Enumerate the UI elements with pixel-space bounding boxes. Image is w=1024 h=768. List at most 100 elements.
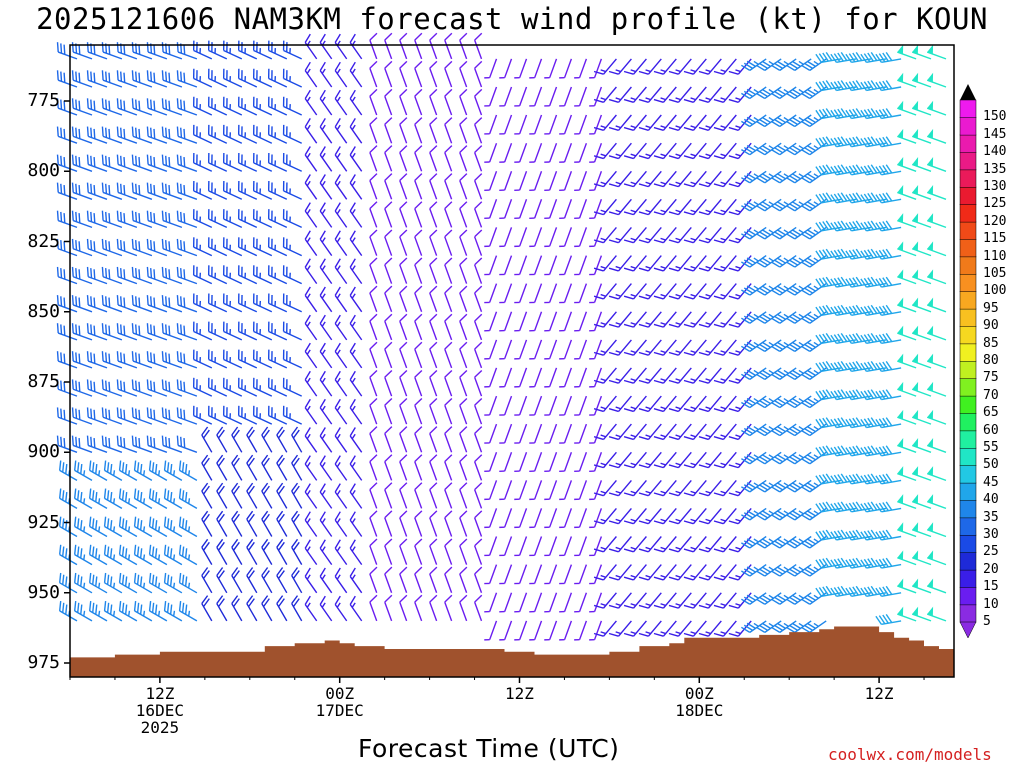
wind-barb <box>638 367 662 384</box>
wind-barb <box>252 265 273 285</box>
wind-barb <box>683 226 707 244</box>
wind-barb <box>384 60 393 88</box>
wind-barb <box>131 379 153 397</box>
wind-barb <box>237 96 258 116</box>
wind-barb <box>414 145 423 172</box>
wind-barb <box>860 80 887 92</box>
wind-barb <box>474 285 483 313</box>
colorbar-label: 90 <box>983 318 999 334</box>
wind-barb <box>623 479 647 497</box>
wind-barb <box>399 201 408 228</box>
wind-barb <box>133 460 153 482</box>
wind-barb <box>56 238 78 257</box>
wind-barb <box>252 293 273 313</box>
wind-barb <box>429 285 438 313</box>
wind-barb <box>474 397 483 425</box>
x-tick-label: 12Z <box>839 685 919 702</box>
wind-barb <box>514 171 528 191</box>
wind-barb <box>741 142 767 156</box>
wind-barb <box>514 536 528 557</box>
wind-barb <box>638 114 662 131</box>
wind-barb <box>653 283 677 300</box>
wind-barb <box>304 539 318 566</box>
wind-barb <box>638 86 662 103</box>
wind-barb <box>860 304 887 316</box>
wind-barb <box>252 209 273 229</box>
wind-barb <box>444 510 453 537</box>
wind-barb <box>574 395 588 416</box>
wind-barb <box>698 142 722 160</box>
wind-barb <box>559 367 573 388</box>
wind-barb <box>499 564 513 585</box>
wind-barb <box>529 311 543 332</box>
wind-barb <box>911 578 932 594</box>
wind-barb <box>756 535 782 549</box>
wind-barb <box>559 395 573 416</box>
wind-barb <box>369 173 378 200</box>
wind-barb <box>559 114 573 135</box>
wind-barb <box>291 426 303 453</box>
wind-barb <box>58 460 78 482</box>
wind-barb <box>756 367 782 380</box>
wind-barb <box>116 70 138 88</box>
wind-barb <box>741 339 767 352</box>
wind-barb <box>429 145 438 172</box>
wind-barb <box>559 227 573 248</box>
wind-barb <box>459 313 468 341</box>
wind-barb <box>237 124 258 144</box>
wind-barb <box>741 423 767 437</box>
wind-barb <box>815 304 842 316</box>
wind-barb <box>638 198 662 216</box>
wind-barb <box>741 226 767 240</box>
x-axis-title: Forecast Time (UTC) <box>358 734 620 763</box>
wind-barb <box>589 311 603 332</box>
wind-barb <box>875 108 902 120</box>
wind-barb <box>231 538 243 565</box>
wind-barb <box>163 488 183 510</box>
wind-barb <box>252 405 273 425</box>
wind-barb <box>56 295 78 313</box>
wind-barb <box>429 454 438 481</box>
wind-barb <box>741 395 767 409</box>
wind-barb <box>444 285 453 313</box>
wind-barb <box>429 229 438 256</box>
wind-barb <box>815 192 842 204</box>
wind-barb <box>399 257 408 284</box>
wind-barb <box>349 595 363 622</box>
wind-barb <box>222 237 243 257</box>
wind-barb <box>252 349 273 369</box>
wind-barb <box>222 152 243 172</box>
wind-barb <box>131 182 153 200</box>
wind-barb <box>103 544 123 566</box>
wind-barb <box>334 314 348 341</box>
wind-barb <box>237 68 258 88</box>
wind-barb <box>668 86 692 103</box>
y-tick-label: 850 <box>27 300 60 322</box>
wind-barb <box>176 407 198 425</box>
wind-barb <box>756 311 782 324</box>
y-tick-label: 775 <box>27 90 60 111</box>
wind-barb <box>741 86 767 100</box>
wind-barb <box>653 451 677 469</box>
wind-barb <box>444 145 453 172</box>
wind-barb <box>276 454 288 481</box>
wind-barb <box>291 482 303 509</box>
wind-barb <box>544 423 558 444</box>
wind-barb <box>786 564 812 577</box>
wind-barb <box>349 202 363 228</box>
colorbar-label: 120 <box>983 213 1007 229</box>
wind-barb <box>713 86 737 103</box>
wind-barb <box>349 33 363 60</box>
wind-barb <box>698 423 722 441</box>
wind-barbs-layer <box>56 32 947 641</box>
wind-barb <box>56 379 78 397</box>
wind-barb <box>559 508 573 529</box>
wind-barb <box>216 454 228 481</box>
wind-barb <box>192 321 213 341</box>
wind-barb <box>88 544 108 566</box>
wind-barb <box>178 572 198 594</box>
wind-barb <box>484 339 498 360</box>
wind-barb <box>544 536 558 557</box>
wind-barb <box>589 480 603 501</box>
wind-barb <box>429 594 438 622</box>
